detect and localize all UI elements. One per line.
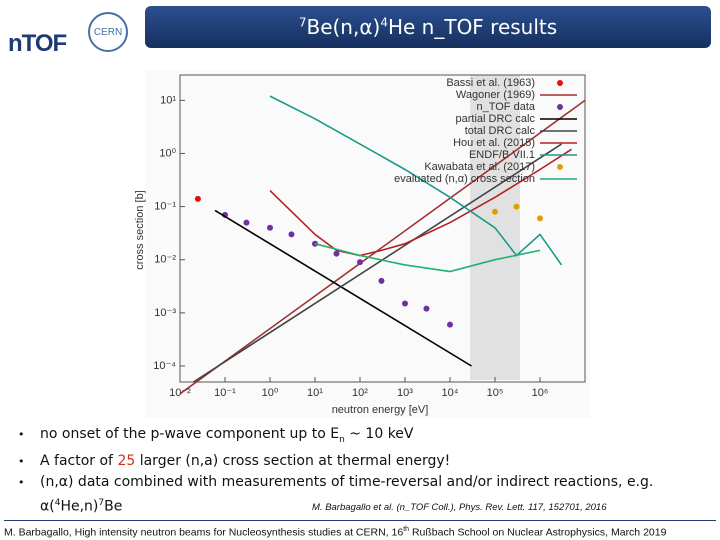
footer-text: th [403,526,410,533]
legend-label: Wagoner (1969) [456,89,535,101]
bullet: no onset of the p-wave component up to E… [18,424,708,451]
legend-label: Bassi et al. (1963) [446,77,535,89]
data-point [447,321,453,328]
series-line [269,95,563,266]
series-line [269,148,572,257]
chart: cross section [b] neutron energy [eV] 10… [134,70,590,418]
data-point [267,224,273,231]
legend-label: evaluated (n,α) cross section [394,173,535,185]
data-point [423,305,430,312]
bullet: (n,α) data combined with measurements of… [18,472,708,518]
x-tick-label: 10⁰ [262,387,279,399]
data-point [378,277,385,284]
data-point [194,195,201,202]
series-line [193,143,562,383]
data-point [492,208,498,215]
y-tick-label: 10⁻³ [154,307,176,319]
data-point [243,219,250,226]
legend-marker [557,80,563,86]
bullet-text: 7 [98,497,105,508]
title: 7Be(n,α)4He n_TOF results [299,15,557,39]
y-tick-label: 10⁻¹ [154,201,176,213]
x-tick-label: 10¹ [307,387,323,399]
x-tick-label: 10² [352,387,368,399]
title-part: Be(n,α) [306,15,381,39]
bullet-text: He,n) [60,498,99,515]
y-tick-label: 10⁻⁴ [153,360,176,372]
series-line [179,99,586,395]
legend-label: partial DRC calc [456,113,536,125]
legend-label: ENDF/B VII.1 [469,149,535,161]
bullet-highlight: 25 [117,452,136,469]
bullet-text: no onset of the p-wave component up to E [40,426,340,442]
legend-label: Kawabata et al. (2017) [424,161,535,173]
data-point [357,259,363,266]
title-part: He n_TOF results [387,15,558,39]
legend-label: total DRC calc [465,125,536,137]
y-tick-label: 10⁻² [154,254,176,266]
data-point [288,231,295,238]
cern-logo: CERN [88,12,128,52]
series-line [314,242,541,273]
plot-frame [179,74,586,383]
bullet-text: A factor of [40,452,118,469]
bullet: A factor of 25 larger (n,a) cross sectio… [18,451,708,472]
x-tick-label: 10⁵ [487,387,504,399]
y-tick-label: 10⁰ [159,147,176,159]
footer-text: Rußbach School on Nuclear Astrophysics, … [409,526,667,539]
bullet-text: 4 [54,497,61,508]
title-part: 4 [380,15,388,30]
bullet-text: Be [104,498,123,515]
x-tick-label: 10⁶ [532,387,549,399]
data-point [333,250,340,257]
ntof-logo: nTOF [8,30,67,57]
legend-label: Hou et al. (2015) [453,137,535,149]
legend-marker [557,104,563,110]
y-axis-label: cross section [b] [134,190,146,269]
footer: M. Barbagallo, High intensity neutron be… [4,520,716,539]
bullet-text: n [339,434,345,445]
citation: M. Barbagallo et al. (n_TOF Coll.), Phys… [312,502,607,513]
y-tick-label: 10¹ [160,94,176,106]
bullet-list: no onset of the p-wave component up to E… [18,424,708,517]
x-axis-label: neutron energy [eV] [332,404,429,416]
title-banner: 7Be(n,α)4He n_TOF results [145,6,711,48]
bullet-text: ~ 10 keV [344,426,414,442]
footer-text: M. Barbagallo, High intensity neutron be… [4,526,404,539]
data-point [537,215,543,222]
series-line [214,209,472,367]
x-tick-label: 10⁻¹ [214,387,236,399]
data-point [402,300,408,307]
x-tick-label: 10³ [397,387,413,399]
legend-marker [557,164,563,170]
bullet-text: larger (n,a) cross section at thermal en… [135,452,451,469]
data-point [513,203,520,210]
title-part: 7 [298,15,307,30]
x-tick-label: 10⁴ [442,387,459,399]
bullet-text: (n,α) data combined with measurements of… [40,473,654,515]
legend-label: n_TOF data [477,101,536,113]
